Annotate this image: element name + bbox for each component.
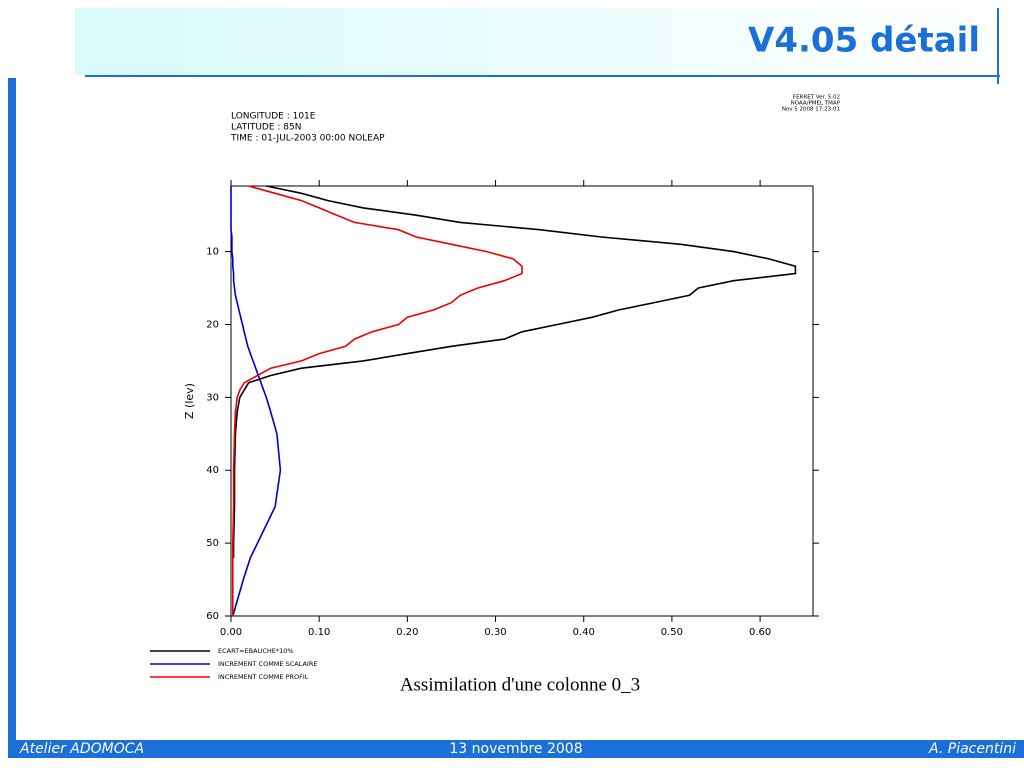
info-line: LATITUDE : 85N [231, 123, 301, 133]
legend-label: INCREMENT COMME PROFIL [218, 673, 309, 681]
legend-label: INCREMENT COMME SCALAIRE [218, 660, 317, 668]
header-band [75, 8, 998, 75]
y-tick-label: 50 [206, 538, 219, 549]
y-tick-label: 30 [206, 392, 219, 403]
x-tick-label: 0.00 [220, 627, 242, 638]
chart-caption: Assimilation d'une colonne 0_3 [400, 674, 640, 695]
x-tick-label: 0.20 [396, 627, 418, 638]
y-tick-label: 20 [206, 319, 219, 330]
x-tick-label: 0.10 [308, 627, 330, 638]
info-line: TIME : 01-JUL-2003 00:00 NOLEAP [230, 134, 385, 144]
x-tick-label: 0.30 [484, 627, 506, 638]
x-tick-label: 0.50 [661, 627, 683, 638]
y-tick-label: 60 [206, 611, 219, 622]
series-line [232, 185, 797, 558]
x-tick-label: 0.40 [573, 627, 595, 638]
footer-right: A. Piacentini [928, 741, 1016, 757]
y-tick-label: 40 [206, 465, 219, 476]
plot-frame [230, 185, 814, 617]
y-axis-label: Z (lev) [183, 383, 196, 419]
series-line [232, 185, 523, 616]
slide-title: V4.05 détail [748, 21, 980, 61]
y-tick-label: 10 [206, 247, 219, 258]
footer-left: Atelier ADOMOCA [19, 741, 144, 757]
x-tick-label: 0.60 [749, 627, 771, 638]
ferret-stamp: Nov 5 2008 17:23:01 [782, 107, 840, 113]
info-line: LONGITUDE : 101E [231, 112, 316, 122]
left-bar [8, 78, 16, 740]
footer-center: 13 novembre 2008 [449, 741, 582, 757]
legend-label: ECART=EBAUCHE*10% [218, 647, 294, 655]
ferret-stamp: FERRET Ver. 5.02 [793, 95, 840, 101]
footer-bar [8, 740, 1024, 758]
ferret-stamp: NOAA/PMEL TMAP [791, 101, 841, 107]
series-line [230, 186, 282, 617]
